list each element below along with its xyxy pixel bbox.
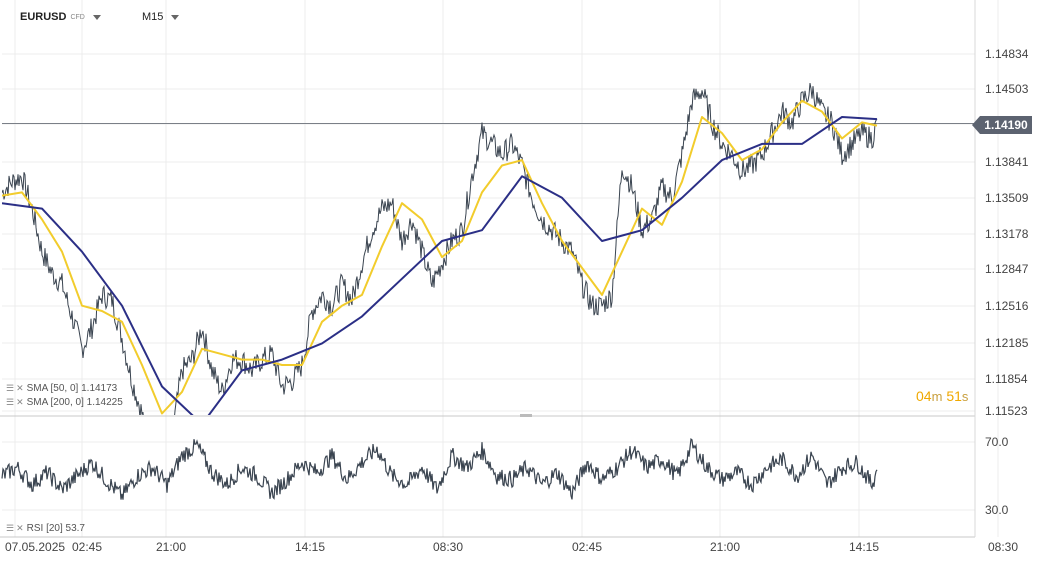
rsi-tick-label: 70.0 [985, 435, 1009, 449]
x-tick-label: 02:45 [572, 540, 602, 554]
legend-sma50-label: SMA [50, 0] 1.14173 [26, 383, 118, 394]
symbol-type-label: CFD [70, 13, 85, 21]
series-price [2, 83, 878, 415]
close-icon[interactable]: ✕ [16, 397, 24, 407]
y-tick-label: 1.14834 [985, 47, 1029, 61]
countdown-seconds-unit: s [961, 389, 969, 404]
series-sma200 [2, 116, 878, 415]
y-tick-label: 1.13509 [985, 191, 1029, 205]
timeframe-label: M15 [142, 11, 164, 23]
x-tick-label: 21:00 [710, 540, 740, 554]
y-tick-label: 1.13841 [985, 155, 1029, 169]
y-tick-label: 1.13178 [985, 227, 1029, 241]
legend-sma50[interactable]: ☰ ✕ SMA [50, 0] 1.14173 [6, 383, 117, 394]
y-tick-label: 1.14503 [985, 82, 1029, 96]
rsi-tick-label: 30.0 [985, 503, 1009, 517]
y-tick-label: 1.11523 [985, 404, 1028, 418]
timeframe-selector[interactable]: M15 [142, 11, 180, 23]
x-tick-label: 07.05.2025 [5, 540, 65, 554]
close-icon[interactable]: ✕ [16, 523, 24, 533]
countdown-minutes: 04 [916, 388, 932, 404]
series-rsi [1, 438, 878, 500]
symbol-label: EURUSD [20, 11, 67, 23]
y-tick-label: 1.12516 [985, 299, 1029, 313]
y-tick-label: 1.12185 [985, 336, 1029, 350]
list-icon[interactable]: ☰ [6, 523, 15, 533]
x-tick-label: 02:45 [72, 540, 102, 554]
candle-countdown: 04m 51s [916, 388, 968, 404]
x-tick-label: 14:15 [295, 540, 325, 554]
x-tick-label: 14:15 [849, 540, 879, 554]
legend-sma200-label: SMA [200, 0] 1.14225 [26, 397, 123, 408]
x-tick-label: 08:30 [988, 540, 1018, 554]
list-icon[interactable]: ☰ [6, 383, 15, 393]
dropdown-caret-icon [171, 14, 180, 20]
y-tick-label: 1.12847 [985, 262, 1029, 276]
countdown-seconds: 51 [946, 388, 962, 404]
x-tick-label: 08:30 [433, 540, 463, 554]
list-icon[interactable]: ☰ [6, 397, 15, 407]
close-icon[interactable]: ✕ [16, 383, 24, 393]
series-sma50 [2, 99, 878, 415]
y-tick-label: 1.11854 [985, 372, 1028, 386]
legend-rsi[interactable]: ☰ ✕ RSI [20] 53.7 [6, 523, 85, 534]
dropdown-caret-icon [92, 14, 101, 20]
legend-rsi-label: RSI [20] 53.7 [26, 523, 85, 534]
legend-sma200[interactable]: ☰ ✕ SMA [200, 0] 1.14225 [6, 397, 123, 408]
current-price-tag: 1.14190 [972, 116, 1032, 134]
panel-resize-handle [520, 414, 532, 417]
symbol-selector[interactable]: EURUSD CFD [20, 11, 101, 23]
x-tick-label: 21:00 [156, 540, 186, 554]
countdown-minutes-unit: m [931, 389, 943, 404]
